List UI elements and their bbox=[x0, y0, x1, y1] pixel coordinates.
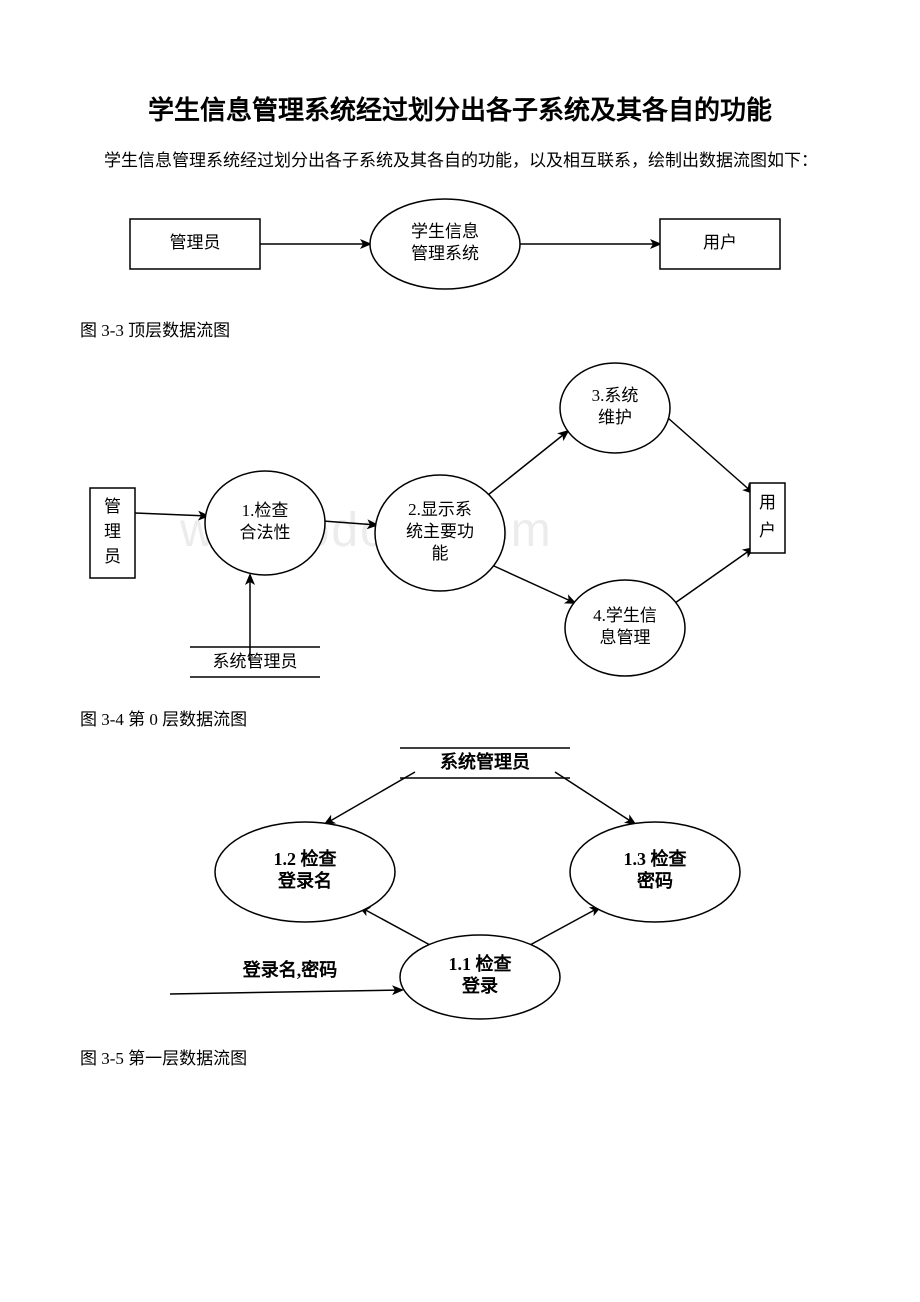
caption-3-5: 图 3-5 第一层数据流图 bbox=[80, 1044, 850, 1069]
figure-3-3: 管理员 学生信息管理系统 用户 bbox=[70, 194, 850, 304]
svg-text:统主要功: 统主要功 bbox=[406, 522, 474, 541]
svg-text:息管理: 息管理 bbox=[600, 628, 651, 647]
svg-text:4.学生信: 4.学生信 bbox=[593, 606, 657, 625]
svg-text:合法性: 合法性 bbox=[240, 523, 291, 542]
svg-text:用: 用 bbox=[759, 493, 776, 512]
svg-text:3.系统: 3.系统 bbox=[592, 386, 639, 405]
svg-text:登录名,密码: 登录名,密码 bbox=[242, 959, 338, 980]
svg-text:1.1 检查: 1.1 检查 bbox=[449, 953, 512, 974]
svg-text:能: 能 bbox=[432, 544, 449, 563]
svg-text:系统管理员: 系统管理员 bbox=[440, 751, 530, 772]
page-title: 学生信息管理系统经过划分出各子系统及其各自的功能 bbox=[70, 90, 850, 127]
intro-text: 学生信息管理系统经过划分出各子系统及其各自的功能，以及相互联系，绘制出数据流图如… bbox=[70, 147, 850, 174]
figure-3-4: www.bdocx.com 管理员1.检查合法性2.显示系统主要功能3.系统维护… bbox=[70, 353, 850, 693]
svg-text:登录: 登录 bbox=[461, 975, 498, 996]
svg-text:登录名: 登录名 bbox=[277, 870, 332, 891]
svg-text:1.3 检查: 1.3 检查 bbox=[624, 848, 687, 869]
svg-text:理: 理 bbox=[104, 522, 121, 541]
svg-text:密码: 密码 bbox=[637, 870, 673, 891]
svg-text:维护: 维护 bbox=[598, 408, 632, 427]
svg-text:用户: 用户 bbox=[703, 233, 737, 252]
caption-3-3: 图 3-3 顶层数据流图 bbox=[80, 316, 850, 341]
svg-text:员: 员 bbox=[104, 547, 121, 566]
svg-text:1.检查: 1.检查 bbox=[242, 501, 289, 520]
svg-text:管: 管 bbox=[104, 497, 121, 516]
svg-text:1.2 检查: 1.2 检查 bbox=[274, 848, 337, 869]
figure-3-5: 系统管理员 1.2 检查登录名 1.3 检查密码 1.1 检查登录 登录名,密码 bbox=[130, 742, 850, 1032]
svg-text:管理系统: 管理系统 bbox=[411, 244, 479, 263]
svg-text:学生信息: 学生信息 bbox=[411, 222, 479, 241]
svg-text:管理员: 管理员 bbox=[170, 233, 221, 252]
svg-text:2.显示系: 2.显示系 bbox=[408, 500, 472, 519]
svg-text:系统管理员: 系统管理员 bbox=[213, 652, 298, 671]
svg-text:户: 户 bbox=[759, 521, 776, 540]
caption-3-4: 图 3-4 第 0 层数据流图 bbox=[80, 705, 850, 730]
